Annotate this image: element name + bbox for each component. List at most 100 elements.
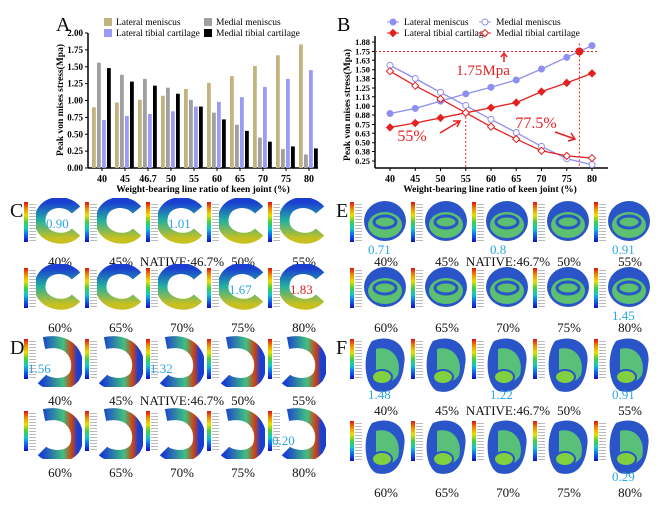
color-legend-bar [85,339,89,379]
charts-canvas: A B Peak von mises stress(Mpa) Weight-be… [55,14,608,195]
x-tick-label: 65 [511,174,521,185]
x-tick-label: 45 [120,174,130,185]
bar-medial-meniscus [97,62,101,169]
medial-tibial-cartilage-model [362,417,408,482]
x-tick-label: 75 [281,174,291,185]
bar-lateral-meniscus [161,95,165,168]
data-point [512,134,521,144]
x-tick-label: 46.7 [139,174,157,185]
color-legend-values [212,268,219,308]
y-tick-label: 0.00 [67,163,83,173]
bar-lateral-meniscus [115,102,119,168]
data-point [538,65,545,73]
medial-tibial-cartilage-model [484,417,530,482]
bar-lateral-meniscus [253,66,257,168]
legend-swatch [204,29,212,37]
color-legend-values [273,202,280,242]
lateral-tibial-cartilage-model [606,198,652,249]
data-point [436,94,445,104]
medial-tibial-cartilage-model [545,335,591,400]
data-point [537,87,546,96]
plot-label: 45% [109,393,133,408]
color-legend-values [599,421,606,461]
legend-label: Lateral meniscus [404,18,469,28]
legend-label: Lateral tibial cartilage [404,29,488,39]
plot-label: 70% [496,320,520,335]
color-legend-values [416,339,423,379]
data-point [562,78,571,88]
legend-swatch [104,29,112,37]
y-tick-label: 0.25 [355,156,370,166]
data-point [512,76,520,84]
data-point [386,110,394,118]
data-point [512,98,521,107]
data-point [537,146,546,155]
arrow-icon [554,131,577,142]
legend-label: Medial tibial cartilage [216,29,300,39]
color-legend-bar [594,339,598,379]
bar-medial-meniscus [189,99,193,168]
bar-lateral-tibial-cartilage [102,120,106,168]
plot-label: 70% [496,485,520,500]
color-legend-values [151,202,158,242]
y-tick-label: 1.75 [355,46,370,56]
data-point [588,161,596,169]
color-legend-bar [533,421,537,461]
color-legend-bar [268,339,272,379]
legend-label: Medial meniscus [216,18,281,28]
color-legend-bar [146,411,150,451]
lateral-meniscus-model [156,263,204,315]
color-legend-bar [85,411,89,451]
x-tick-label: 80 [304,174,314,185]
bar-medial-meniscus [258,137,262,168]
peak-stress-annotation: 1.67 [229,282,252,297]
plot-label: 50% [557,254,581,269]
medial-meniscus-model [280,335,328,392]
data-point [411,118,420,128]
plot-label: 65% [109,320,133,335]
legend-label: Lateral tibial cartilage [116,29,200,39]
bar-medial-tibial-cartilage [130,81,134,168]
color-legend-bar [207,411,211,451]
color-legend-values [599,268,606,308]
bar-medial-tibial-cartilage [199,106,203,168]
data-point [411,104,419,112]
color-legend-values [212,411,219,451]
data-point [436,113,445,123]
lateral-tibial-cartilage-model [606,264,652,315]
color-legend-bar [594,268,598,308]
x-tick-label: 70 [258,174,268,185]
bar-lateral-tibial-cartilage [240,97,244,168]
plot-label: 60% [374,320,398,335]
y-tick-label: 1.00 [355,101,370,111]
series-line-lateral-meniscus [389,45,593,115]
lateral-tibial-cartilage-model [362,198,408,249]
plot-label: 55% [292,393,316,408]
medial-meniscus-model [158,335,206,392]
bar-medial-tibial-cartilage [107,68,111,168]
color-legend-values [151,268,158,308]
color-legend-values [90,339,97,379]
color-legend-values [212,202,219,242]
legend-label: Lateral meniscus [116,18,181,28]
bar-lateral-meniscus [207,82,211,168]
bar-lateral-meniscus [230,76,234,168]
color-legend-values [273,339,280,379]
medial-meniscus-model [280,407,328,464]
color-legend-values [151,411,158,451]
y-tick-label: 1.50 [67,62,83,72]
y-tick-label: 0.75 [355,119,370,129]
color-legend-bar [472,421,476,461]
color-legend-bar [411,268,415,308]
color-legend-bar [411,339,415,379]
bar-medial-tibial-cartilage [268,141,272,168]
series-line-medial-meniscus [389,64,593,166]
color-legend-values [477,202,484,242]
bar-medial-meniscus [120,74,124,168]
peak-stress-annotation: 0.29 [612,469,635,484]
color-legend-bar [350,421,354,461]
lateral-meniscus-model [95,263,143,315]
color-legend-bar [146,202,150,242]
color-legend-values [416,421,423,461]
x-tick-label: 80 [587,174,597,185]
